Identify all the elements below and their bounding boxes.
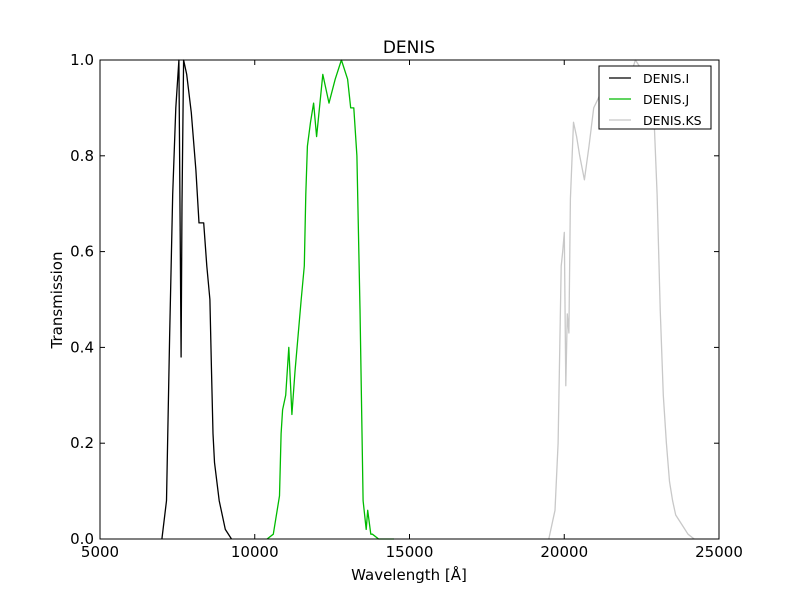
legend-box <box>598 65 712 130</box>
y-tick-label: 0.2 <box>70 434 94 452</box>
x-tick-label: 25000 <box>695 543 743 561</box>
ticks-layer: 5000 10000 15000 20000 25000 0.0 0.2 0.4 0.6 0.8 1… <box>70 51 743 561</box>
y-tick-label: 0.0 <box>70 530 94 548</box>
y-tick-label: 0.4 <box>70 338 94 356</box>
x-tick-label: 15000 <box>386 543 434 561</box>
series-line-2 <box>548 59 695 540</box>
series-line-1 <box>266 59 394 540</box>
legend-label-0: DENIS.I <box>643 71 689 86</box>
series-layer <box>161 59 695 540</box>
x-axis-label: Wavelength [Å] <box>351 565 467 584</box>
legend: DENIS.I DENIS.J DENIS.KS <box>598 65 712 130</box>
plot-area-frame <box>99 59 720 540</box>
y-tick-label: 0.8 <box>70 147 94 165</box>
y-tick-label: 0.6 <box>70 243 94 261</box>
legend-label-2: DENIS.KS <box>643 113 702 128</box>
x-tick-label: 5000 <box>81 543 119 561</box>
chart-title: DENIS <box>383 38 435 58</box>
legend-label-1: DENIS.J <box>643 92 689 107</box>
y-tick-label: 1.0 <box>70 51 94 69</box>
series-line-0 <box>161 59 233 540</box>
x-tick-label: 10000 <box>231 543 279 561</box>
y-axis-label: Transmission <box>48 252 66 350</box>
x-tick-label: 20000 <box>540 543 588 561</box>
